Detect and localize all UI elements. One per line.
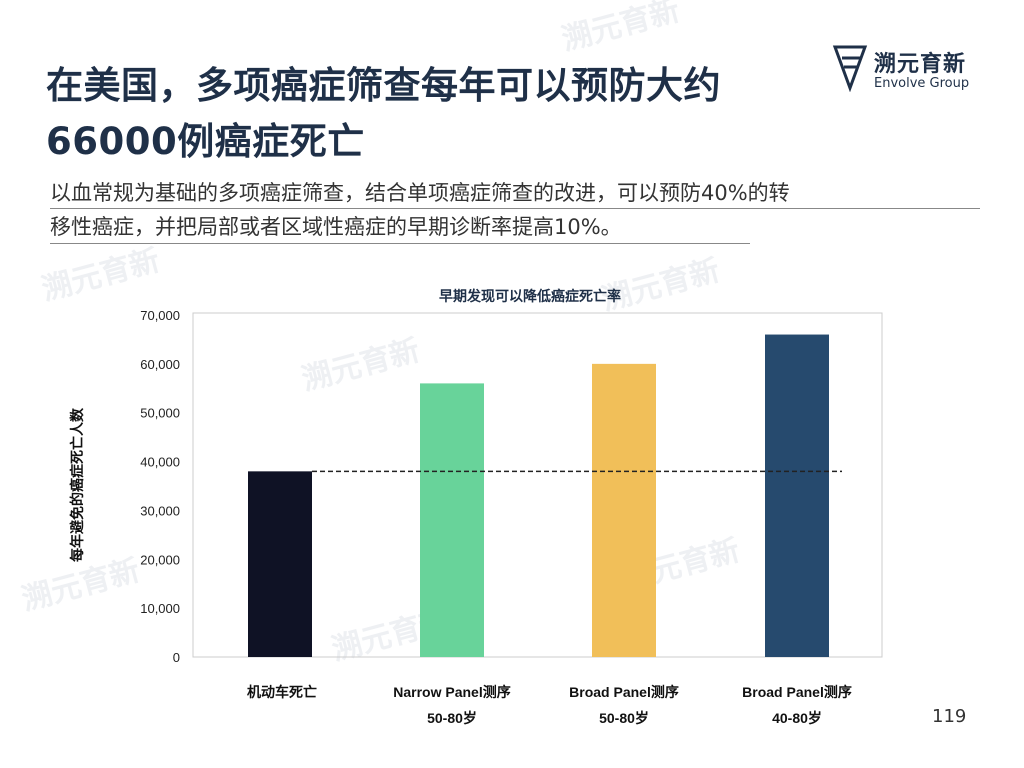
slide-subtitle: 以血常规为基础的多项癌症筛查，结合单项癌症筛查的改进，可以预防40%的转 移性癌… — [50, 176, 980, 244]
y-axis-label: 每年避免的癌症死亡人数 — [69, 407, 86, 562]
slide-title-line-1: 在美国，多项癌症筛查每年可以预防大约 — [46, 64, 721, 107]
x-tick-label: Narrow Panel测序 — [393, 684, 510, 700]
logo-icon — [832, 45, 868, 92]
logo-text-cn: 溯元育新 — [874, 52, 967, 77]
y-tick-label: 10,000 — [140, 601, 180, 616]
x-tick-label: Broad Panel测序 — [742, 684, 852, 700]
subtitle-underline-2 — [50, 243, 750, 244]
x-tick-label: 50-80岁 — [599, 710, 649, 726]
slide-title: 在美国，多项癌症筛查每年可以预防大约 66000例癌症死亡 — [46, 58, 816, 170]
bar — [765, 334, 829, 657]
page-number: 119 — [932, 706, 967, 727]
chart-title: 早期发现可以降低癌症死亡率 — [439, 289, 621, 305]
y-tick-label: 0 — [173, 650, 180, 665]
y-tick-label: 30,000 — [140, 503, 180, 518]
y-tick-label: 50,000 — [140, 406, 180, 421]
slide-title-line-2: 66000例癌症死亡 — [46, 120, 365, 163]
logo-text-en: Envolve Group — [874, 76, 970, 91]
x-tick-label: 机动车死亡 — [247, 684, 317, 700]
y-tick-label: 40,000 — [140, 455, 180, 470]
bar — [592, 363, 656, 657]
bar — [248, 471, 312, 657]
subtitle-underline-1 — [50, 208, 980, 209]
x-tick-label: 50-80岁 — [427, 710, 477, 726]
x-tick-label: 40-80岁 — [772, 710, 822, 726]
y-tick-label: 70,000 — [140, 308, 180, 323]
subtitle-line-2: 移性癌症，并把局部或者区域性癌症的早期诊断率提高10%。 — [50, 215, 622, 239]
company-logo: 溯元育新 Envolve Group — [832, 44, 982, 94]
plot-frame — [192, 312, 883, 658]
y-tick-label: 60,000 — [140, 357, 180, 372]
y-tick-label: 20,000 — [140, 552, 180, 567]
bar — [420, 383, 484, 657]
subtitle-line-1: 以血常规为基础的多项癌症筛查，结合单项癌症筛查的改进，可以预防40%的转 — [50, 181, 790, 205]
x-tick-label: Broad Panel测序 — [569, 684, 679, 700]
